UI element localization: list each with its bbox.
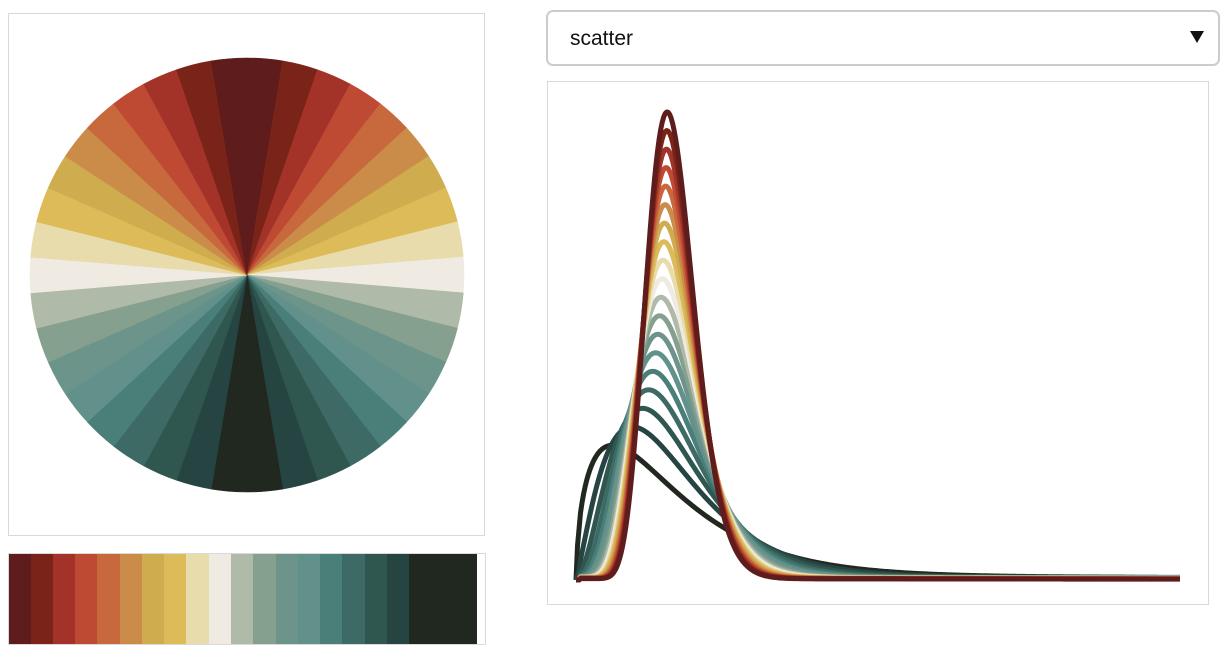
density-curve <box>575 165 1181 583</box>
color-wheel-slice <box>210 57 248 276</box>
palette-swatch <box>320 554 342 644</box>
density-curve <box>575 257 1181 583</box>
palette-swatch <box>253 554 276 644</box>
density-curve <box>575 350 1181 583</box>
palette-swatch <box>186 554 209 644</box>
chevron-down-icon[interactable] <box>1190 31 1204 43</box>
density-curve <box>575 128 1181 583</box>
palette-swatch <box>387 554 409 644</box>
density-curve <box>573 442 1181 581</box>
density-curve <box>575 331 1181 583</box>
color-wheel <box>29 57 465 493</box>
palette-swatch <box>231 554 253 644</box>
palette-swatch <box>365 554 387 644</box>
palette-swatch <box>53 554 75 644</box>
palette-swatch <box>342 554 365 644</box>
palette-swatch <box>142 554 164 644</box>
plot-type-select-value: scatter <box>570 27 634 50</box>
palette-swatch <box>298 554 320 644</box>
palette-swatch <box>409 554 477 644</box>
palette-swatch <box>9 554 31 644</box>
density-curve <box>573 424 1181 581</box>
density-curve <box>575 313 1181 583</box>
palette-swatch <box>97 554 120 644</box>
palette-swatch <box>209 554 231 644</box>
palette-swatch <box>31 554 53 644</box>
density-curve <box>575 109 1181 583</box>
plot-type-select[interactable]: scatter <box>546 10 1220 66</box>
density-curve <box>575 405 1181 583</box>
palette-swatch <box>120 554 142 644</box>
palette-swatch-strip <box>8 553 486 645</box>
palette-swatch <box>75 554 97 644</box>
density-plot <box>573 109 1181 583</box>
color-wheel-panel <box>8 13 485 536</box>
density-curve <box>575 239 1181 583</box>
palette-swatch <box>164 554 186 644</box>
palette-swatch <box>276 554 298 644</box>
plot-panel <box>547 81 1209 605</box>
